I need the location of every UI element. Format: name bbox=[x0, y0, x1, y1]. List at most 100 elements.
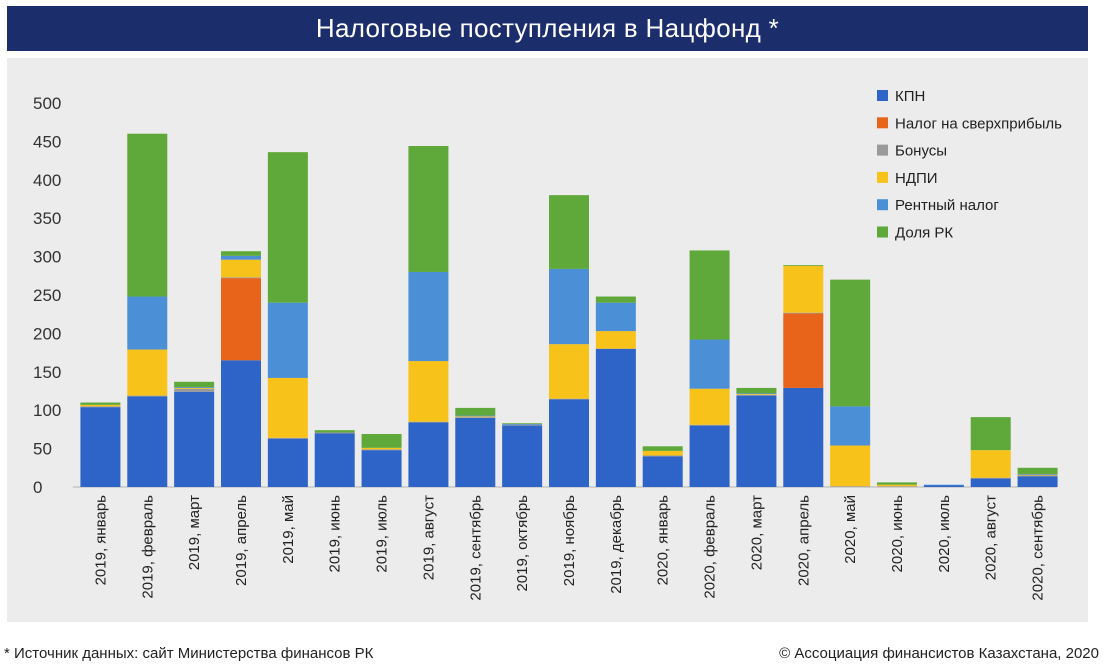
source-note: * Источник данных: сайт Министерства фин… bbox=[4, 645, 374, 662]
bar-segment bbox=[221, 277, 261, 279]
bar-segment bbox=[267, 152, 308, 303]
y-tick-label: 100 bbox=[33, 401, 61, 420]
bar-segment bbox=[1017, 476, 1058, 487]
x-tick-label: 2019, январь bbox=[92, 495, 109, 586]
bar-segment bbox=[1017, 467, 1058, 474]
bar-segment bbox=[408, 422, 449, 487]
x-tick-label: 2019, февраль bbox=[139, 495, 156, 599]
bar-segment bbox=[502, 423, 543, 425]
bar-segment bbox=[455, 416, 496, 418]
bar-segment bbox=[174, 381, 215, 388]
y-tick-label: 400 bbox=[33, 171, 61, 190]
bar-segment bbox=[1017, 473, 1058, 475]
x-tick-label: 2020, июнь bbox=[889, 495, 906, 573]
bar-segment bbox=[361, 447, 402, 450]
bar-segment bbox=[736, 387, 777, 394]
bar-segment bbox=[314, 430, 355, 433]
bar-segment bbox=[689, 425, 730, 487]
bar-segment bbox=[174, 391, 215, 487]
bar-segment bbox=[736, 395, 777, 487]
bar-segment bbox=[408, 146, 449, 272]
bar-segment bbox=[221, 259, 261, 278]
bar-segment bbox=[595, 296, 636, 303]
stacked-bar-chart: 0 50 100 150 200 250 300 350 400 450 500 2019, янва… bbox=[33, 88, 1062, 601]
legend-swatch bbox=[877, 171, 888, 183]
x-tick-label: 2019, август bbox=[420, 495, 437, 580]
bar-segment bbox=[408, 361, 449, 422]
bar-segment bbox=[549, 398, 589, 400]
bar-segment bbox=[970, 478, 1011, 487]
bar-segment bbox=[970, 450, 1011, 478]
x-tick-label: 2020, март bbox=[748, 495, 765, 570]
legend-label: КПН bbox=[895, 88, 925, 105]
bar-segment bbox=[783, 265, 824, 266]
legend-label: Налог на сверхприбыль bbox=[895, 115, 1062, 132]
legend-swatch bbox=[877, 90, 888, 101]
bar-segment bbox=[221, 251, 261, 256]
x-tick-label: 2019, май bbox=[280, 495, 297, 564]
x-tick-label: 2020, август bbox=[983, 495, 1000, 580]
bar-segment bbox=[642, 456, 683, 487]
bar-segment bbox=[80, 402, 121, 405]
bar-segment bbox=[689, 339, 730, 389]
x-tick-label: 2019, апрель bbox=[233, 495, 250, 586]
bar-segment bbox=[595, 331, 636, 349]
bar-segment bbox=[830, 445, 871, 487]
bar-segment bbox=[1017, 474, 1058, 476]
bar-segment bbox=[174, 387, 215, 388]
legend-swatch bbox=[877, 226, 888, 238]
bar-segment bbox=[736, 394, 777, 396]
bar-segment bbox=[642, 455, 683, 457]
bar-segment bbox=[549, 399, 589, 487]
bar-segment bbox=[736, 393, 777, 395]
bar-segment bbox=[455, 417, 496, 418]
legend-label: Рентный налог bbox=[895, 197, 999, 214]
bar-segment bbox=[127, 395, 168, 397]
legend-label: Бонусы bbox=[895, 143, 947, 160]
legend-swatch bbox=[877, 144, 888, 156]
bar-segment bbox=[877, 484, 917, 487]
bar-segment bbox=[830, 279, 871, 407]
y-tick-label: 500 bbox=[33, 94, 61, 113]
bar-segment bbox=[642, 450, 683, 456]
y-tick-label: 0 bbox=[33, 478, 42, 497]
legend-swatch bbox=[877, 199, 888, 211]
y-tick-label: 150 bbox=[33, 363, 61, 382]
bar-segment bbox=[80, 404, 121, 407]
bar-segment bbox=[80, 406, 121, 408]
bar-segment bbox=[830, 486, 871, 488]
x-tick-label: 2019, сентябрь bbox=[467, 495, 484, 601]
bar-segment bbox=[970, 417, 1011, 451]
x-tick-label: 2020, июль bbox=[936, 495, 953, 573]
legend-label: НДПИ bbox=[895, 170, 938, 187]
x-tick-label: 2019, июнь bbox=[327, 495, 344, 573]
bar-segment bbox=[923, 484, 964, 486]
bar-segment bbox=[1017, 475, 1058, 477]
bar-segment bbox=[970, 477, 1011, 479]
bar-segment bbox=[736, 394, 777, 395]
x-tick-label: 2020, май bbox=[842, 495, 859, 564]
copyright-note: © Ассоциация финансистов Казахстана, 202… bbox=[779, 645, 1099, 662]
bar-segment bbox=[689, 424, 730, 426]
bar-segment bbox=[127, 349, 168, 396]
bar-segment bbox=[923, 485, 964, 487]
x-tick-label: 2020, январь bbox=[655, 495, 672, 586]
chart-title: Налоговые поступления в Нацфонд * bbox=[7, 6, 1088, 51]
bar-segment bbox=[361, 434, 402, 448]
y-tick-label: 200 bbox=[33, 324, 61, 343]
legend-label: Доля РК bbox=[895, 225, 953, 242]
bar-segment bbox=[267, 438, 308, 487]
chart-panel: 0 50 100 150 200 250 300 350 400 450 500 2019, янва… bbox=[7, 58, 1088, 622]
bar-segment bbox=[455, 417, 496, 487]
bar-segment bbox=[174, 388, 215, 392]
y-tick-label: 450 bbox=[33, 132, 61, 151]
bar-segment bbox=[830, 406, 871, 446]
bar-segment bbox=[502, 424, 543, 425]
bar-segment bbox=[267, 377, 308, 438]
y-tick-label: 250 bbox=[33, 286, 61, 305]
bar-segment bbox=[127, 396, 168, 487]
bar-segment bbox=[314, 432, 355, 434]
bar-segment bbox=[549, 195, 589, 269]
bar-segment bbox=[267, 437, 308, 439]
bar-segment bbox=[127, 296, 168, 350]
